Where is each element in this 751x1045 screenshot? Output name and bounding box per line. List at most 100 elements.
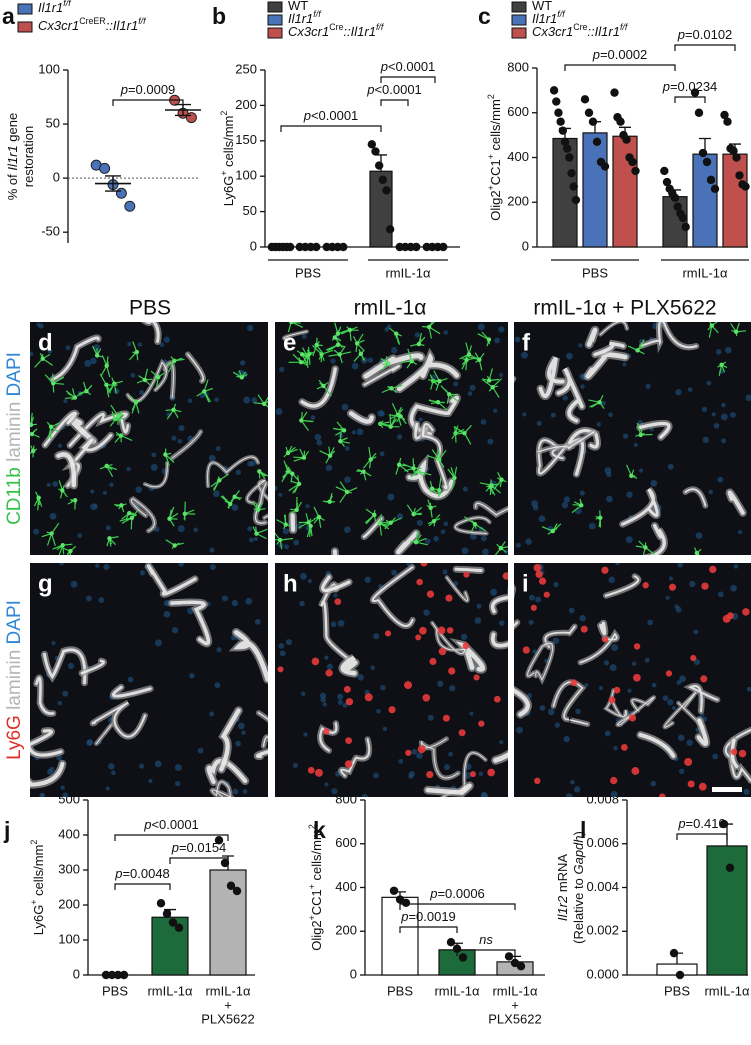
- microglia: [332, 335, 337, 340]
- nucleus: [391, 346, 398, 354]
- microglia: [490, 384, 495, 390]
- nucleus: [154, 760, 162, 768]
- microglia-process: [296, 350, 312, 363]
- microglia-process: [288, 475, 300, 494]
- y-tick-label: 0.000: [586, 966, 619, 981]
- data-point: [339, 242, 348, 252]
- y-tick-label: 50: [243, 203, 257, 218]
- data-point: [720, 110, 729, 120]
- nucleus: [667, 699, 674, 706]
- nucleus: [279, 366, 285, 373]
- neutrophil: [311, 657, 320, 666]
- data-point: [690, 88, 700, 97]
- nucleus: [478, 526, 485, 533]
- nucleus: [411, 748, 418, 755]
- vessel-highlight: [538, 356, 565, 399]
- neutrophil: [730, 748, 738, 756]
- panel-letter: k: [313, 817, 326, 843]
- nucleus: [208, 454, 216, 462]
- vessel-highlight: [420, 738, 459, 779]
- neutrophil: [344, 760, 353, 768]
- text-part: Il1r2: [555, 895, 570, 921]
- data-point: [560, 137, 570, 147]
- microglia: [368, 457, 373, 462]
- vessel-highlight: [146, 564, 197, 596]
- nucleus: [708, 489, 713, 495]
- vessel-highlight: [321, 575, 351, 592]
- y-tick-label: 100: [58, 931, 80, 946]
- data-point: [710, 184, 720, 194]
- nucleus: [293, 539, 300, 546]
- nucleus: [90, 357, 97, 365]
- nucleus: [562, 395, 568, 401]
- data-point: [367, 140, 377, 149]
- text-part: laminin: [4, 396, 25, 467]
- microglia: [409, 358, 414, 364]
- microglia-process: [311, 344, 334, 363]
- legend-label: Cx3cr1Cre::Il1r1f/f: [532, 22, 629, 39]
- y-tick-label: 400: [58, 826, 80, 841]
- data-point: [600, 162, 610, 171]
- nucleus: [433, 535, 439, 542]
- text-part: +: [307, 884, 317, 889]
- x-tick-label: rmIL-1α: [385, 265, 431, 280]
- microglia: [298, 359, 304, 365]
- microglia: [341, 428, 347, 433]
- nucleus: [109, 482, 114, 488]
- nucleus: [103, 563, 110, 571]
- text-part: gene: [5, 113, 20, 146]
- nucleus: [667, 463, 674, 470]
- microglia: [629, 473, 634, 479]
- nucleus: [247, 324, 254, 332]
- microglia: [129, 515, 135, 521]
- nucleus: [575, 708, 581, 715]
- microglia: [446, 392, 452, 397]
- microglia-process: [121, 512, 137, 521]
- text-part: p: [662, 79, 670, 94]
- y-tick-label: 200: [507, 194, 529, 209]
- microglia: [172, 543, 177, 548]
- data-point: [382, 186, 391, 195]
- neutrophil: [726, 612, 734, 620]
- neutrophil: [543, 591, 550, 598]
- microglia: [431, 518, 437, 524]
- panel-letter: j: [3, 817, 10, 843]
- nucleus: [213, 490, 220, 498]
- nucleus: [93, 504, 98, 509]
- vessel-highlight: [585, 352, 628, 379]
- data-point: [458, 953, 468, 962]
- nucleus: [568, 607, 575, 614]
- neutrophil: [610, 776, 618, 785]
- microglia-process: [406, 504, 423, 516]
- microglia-process: [428, 370, 448, 391]
- nucleus: [487, 438, 494, 445]
- text-part: cells/mm: [31, 845, 46, 900]
- microglia: [487, 378, 492, 383]
- microglia: [694, 550, 700, 555]
- nucleus: [553, 581, 559, 588]
- microglia: [719, 362, 724, 368]
- microglia: [709, 323, 714, 328]
- text-part: Ly6G: [4, 715, 25, 760]
- data-point: [569, 182, 578, 191]
- nucleus: [333, 593, 338, 598]
- microglia-process: [426, 449, 447, 468]
- nucleus: [171, 626, 179, 634]
- legend-swatch: [267, 1, 283, 13]
- text-part: Cx3cr1: [288, 24, 329, 39]
- neutrophil: [668, 583, 677, 591]
- nucleus: [650, 480, 658, 487]
- microglia: [232, 494, 237, 500]
- nucleus: [606, 471, 612, 478]
- significance-bracket: [169, 857, 229, 864]
- nucleus: [98, 597, 105, 604]
- microglia: [104, 382, 109, 388]
- text-part: Ly6G: [31, 905, 46, 936]
- nucleus: [416, 519, 423, 526]
- microglia: [361, 469, 366, 474]
- microglia: [84, 388, 89, 394]
- nucleus: [554, 722, 561, 728]
- nucleus: [86, 739, 94, 746]
- nucleus: [189, 672, 195, 679]
- nucleus: [361, 793, 368, 797]
